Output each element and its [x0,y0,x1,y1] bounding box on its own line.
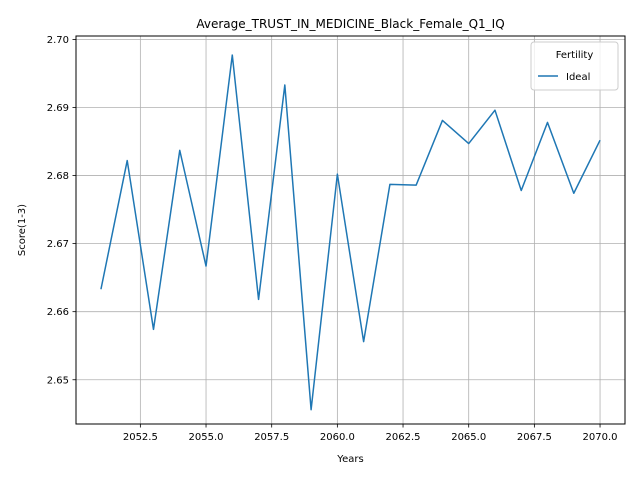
x-tick-label: 2062.5 [386,432,421,443]
y-tick-label: 2.68 [47,171,69,182]
legend: Fertility Ideal [530,41,619,91]
legend-title: Fertility [556,50,594,61]
plot-area-frame [75,35,626,425]
x-axis-ticks: 2052.5 2055.0 2057.5 2060.0 2062.5 2065.0 2067… [123,424,618,443]
y-tick-label: 2.69 [47,103,69,114]
x-tick-label: 2052.5 [123,432,158,443]
chart-title: Average_TRUST_IN_MEDICINE_Black_Female_Q… [196,17,504,31]
legend-label: Ideal [566,72,590,83]
series-line [100,54,601,411]
y-tick-label: 2.66 [47,307,69,318]
legend-box [530,41,619,91]
x-tick-label: 2055.0 [189,432,224,443]
y-tick-label: 2.67 [47,239,69,250]
series-group [100,54,601,411]
y-axis-label: Score(1-3) [17,204,28,256]
x-tick-label: 2067.5 [517,432,552,443]
y-tick-label: 2.70 [47,35,69,46]
x-tick-label: 2057.5 [254,432,289,443]
y-tick-label: 2.65 [47,375,69,386]
x-axis-label: Years [336,454,363,465]
grid-lines [76,36,625,424]
y-axis-ticks: 2.65 2.66 2.67 2.68 2.69 2.70 [47,35,76,386]
x-tick-label: 2060.0 [320,432,355,443]
x-tick-label: 2065.0 [451,432,486,443]
x-tick-label: 2070.0 [583,432,618,443]
